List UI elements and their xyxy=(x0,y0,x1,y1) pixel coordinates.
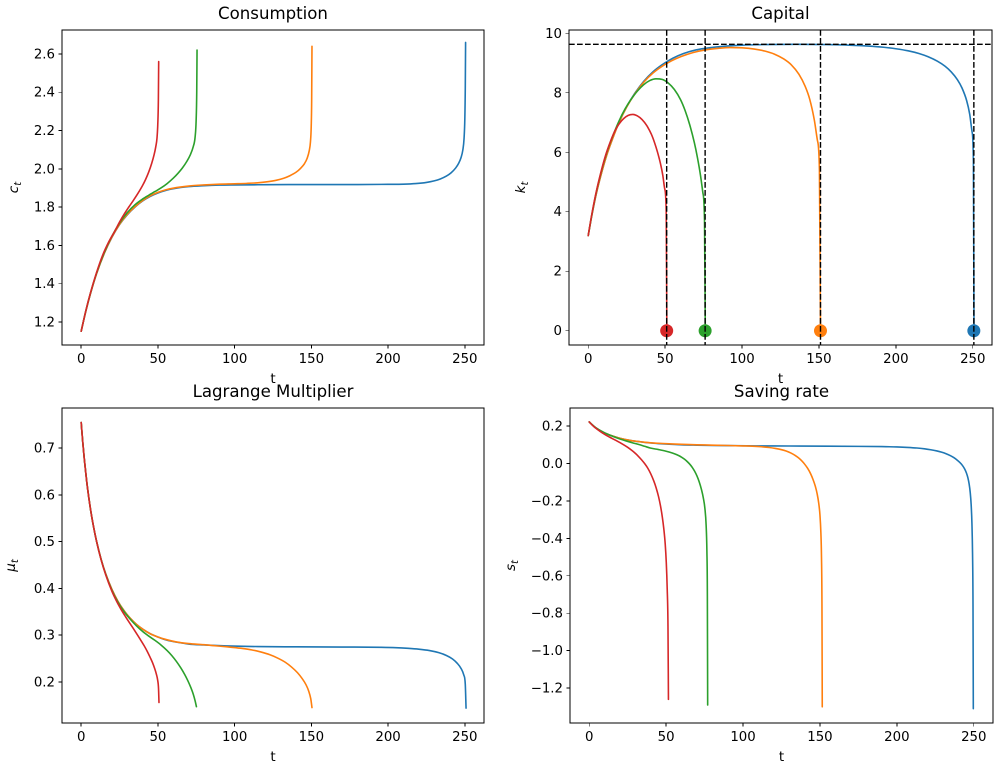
y-tick-label: 4 xyxy=(554,205,562,220)
y-tick-label: −0.8 xyxy=(531,607,563,622)
x-tick-label: 0 xyxy=(77,352,85,367)
y-tick-label: −0.4 xyxy=(531,532,563,547)
series-line-T=75 xyxy=(80,421,198,708)
lagrange-multiplier-plot-svg: 0 50 100 150 200 250 0.2 0.3 0.4 0.5 0.6 0.7 Lagrang… xyxy=(3,382,485,765)
series-line-T=50 xyxy=(588,421,670,701)
y-tick-label: 1.2 xyxy=(34,316,55,331)
chart-lagrange-multiplier: Lagrange Multiplier 0 50 100 150 200 250 0.2 0.… xyxy=(0,382,501,776)
x-tick-label: 200 xyxy=(375,730,400,745)
axes-frame xyxy=(61,407,485,724)
x-axis-label: t xyxy=(270,371,275,387)
x-tick-label: 100 xyxy=(730,730,755,745)
chart-title: Consumption xyxy=(218,4,328,23)
x-tick-label: 250 xyxy=(452,730,477,745)
y-tick-label: 0.7 xyxy=(34,442,55,457)
y-tick-label: 0.4 xyxy=(34,582,55,597)
axes-frame xyxy=(568,29,993,346)
chart-title: Capital xyxy=(751,4,809,23)
x-tick-label: 250 xyxy=(452,352,477,367)
y-axis-label: kt xyxy=(513,181,531,194)
y-axis-label: μt xyxy=(3,558,21,573)
chart-title: Lagrange Multiplier xyxy=(193,382,354,401)
y-tick-label: 8 xyxy=(554,86,562,101)
x-axis-label: t xyxy=(779,749,784,765)
x-tick-label: 200 xyxy=(883,352,908,367)
y-tick-label: −1.2 xyxy=(531,682,563,697)
x-tick-label: 200 xyxy=(884,730,909,745)
x-tick-label: 100 xyxy=(729,352,754,367)
y-tick-label: 0.2 xyxy=(542,420,563,435)
y-tick-label: −0.2 xyxy=(531,494,563,509)
x-tick-label: 150 xyxy=(807,730,832,745)
series-line-T=50 xyxy=(80,421,160,704)
x-tick-label: 0 xyxy=(77,730,85,745)
x-tick-label: 50 xyxy=(149,730,166,745)
x-tick-label: 100 xyxy=(222,730,247,745)
y-axis-label: ct xyxy=(6,181,24,193)
x-axis-label: t xyxy=(778,371,783,387)
y-tick-label: −0.6 xyxy=(531,569,563,584)
x-tick-label: 0 xyxy=(585,730,593,745)
y-tick-label: 10 xyxy=(545,27,562,42)
y-tick-label: 6 xyxy=(554,146,562,161)
y-tick-label: 0.2 xyxy=(34,675,55,690)
x-tick-label: 50 xyxy=(658,730,675,745)
series-line-T=50 xyxy=(80,60,160,333)
capital-plot-svg: 0 50 100 150 200 250 0 2 4 6 8 10 Capital t kt xyxy=(513,4,993,387)
x-tick-label: 150 xyxy=(299,730,324,745)
series-line-T=50 xyxy=(587,113,668,331)
y-tick-label: 0.3 xyxy=(34,629,55,644)
x-axis-label: t xyxy=(270,749,275,765)
series-line-T=250 xyxy=(80,421,467,709)
x-tick-label: 50 xyxy=(657,352,674,367)
y-tick-label: −1.0 xyxy=(531,644,563,659)
x-tick-label: 250 xyxy=(961,730,986,745)
chart-capital: Capital 0 50 100 150 200 250 0 2 4 6 8 10 Capital t kt xyxy=(501,0,1002,388)
series-line-T=250 xyxy=(80,41,467,333)
series-line-T=150 xyxy=(588,421,824,708)
axes-frame xyxy=(569,407,994,724)
y-tick-label: 1.6 xyxy=(34,239,55,254)
series-line-T=75 xyxy=(588,421,709,706)
y-tick-label: 2.0 xyxy=(34,162,55,177)
y-tick-label: 2.4 xyxy=(34,86,55,101)
y-tick-label: 0.5 xyxy=(34,535,55,550)
chart-saving-rate: Saving rate 0 50 100 150 200 250 0.2 0.0 −0.2 −0.… xyxy=(501,382,1002,776)
x-tick-label: 150 xyxy=(299,352,324,367)
y-tick-label: 0 xyxy=(554,324,562,339)
y-tick-label: 2 xyxy=(554,265,562,280)
y-tick-label: 0.6 xyxy=(34,488,55,503)
x-tick-label: 150 xyxy=(806,352,831,367)
series-line-T=250 xyxy=(587,43,975,331)
axes-frame xyxy=(61,29,485,346)
series-line-T=75 xyxy=(587,77,707,331)
y-axis-label: st xyxy=(503,559,521,571)
x-tick-label: 0 xyxy=(584,352,592,367)
series-line-T=250 xyxy=(588,421,975,710)
x-tick-label: 200 xyxy=(375,352,400,367)
y-tick-label: 1.4 xyxy=(34,277,55,292)
consumption-plot-svg: 0 50 100 150 200 250 1.2 1.4 1.6 1.8 2.0 2.2 2.4 2.6 C… xyxy=(6,4,485,387)
x-tick-label: 100 xyxy=(222,352,247,367)
chart-consumption: Consumption 0 50 100 150 200 250 1.2 1.4 1.6 1.8 2… xyxy=(0,0,501,388)
chart-title: Saving rate xyxy=(734,382,829,401)
y-tick-label: 2.2 xyxy=(34,124,55,139)
series-line-T=150 xyxy=(80,421,313,709)
saving-rate-plot-svg: 0 50 100 150 200 250 0.2 0.0 −0.2 −0.4 −0.6 −0.8 −1.… xyxy=(503,382,994,765)
y-tick-label: 2.6 xyxy=(34,47,55,62)
x-tick-label: 250 xyxy=(960,352,985,367)
x-tick-label: 50 xyxy=(149,352,166,367)
y-tick-label: 1.8 xyxy=(34,201,55,216)
y-tick-label: 0.0 xyxy=(542,457,563,472)
